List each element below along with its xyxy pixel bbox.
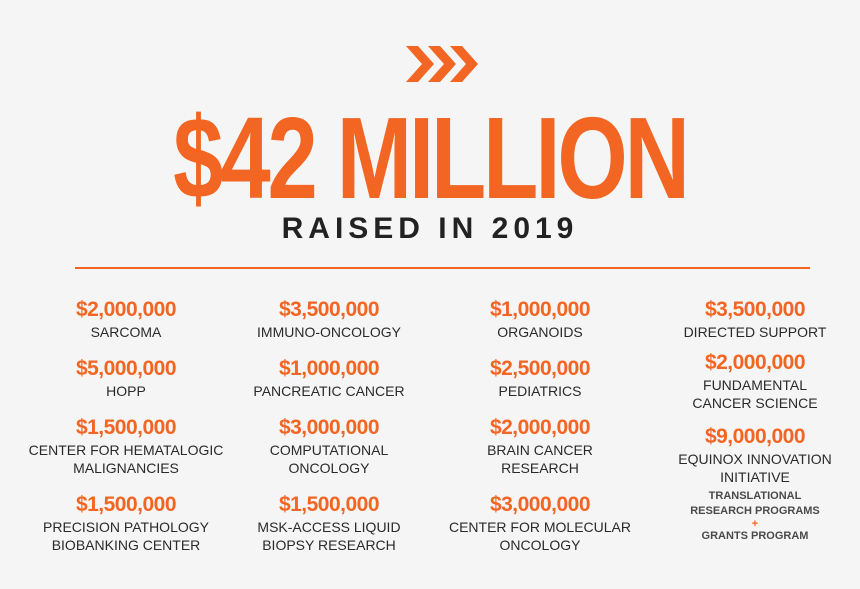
item-computational-oncology: $3,000,000 COMPUTATIONAL ONCOLOGY [219,416,439,477]
plus-sign: + [751,518,759,530]
item-label: ORGANOIDS [497,324,583,340]
item-brain-cancer: $2,000,000 BRAIN CANCER RESEARCH [430,416,650,477]
item-amount: $1,000,000 [278,357,380,380]
item-amount: $1,500,000 [75,416,177,439]
item-amount: $3,000,000 [489,493,591,516]
footnote-line: TRANSLATIONAL [708,490,802,502]
item-label: BIOBANKING CENTER [51,537,201,553]
chevron-arrows-icon [406,46,478,82]
item-amount: $2,000,000 [75,298,177,321]
item-sarcoma: $2,000,000 SARCOMA [16,298,236,341]
item-fundamental-science: $2,000,000 FUNDAMENTAL CANCER SCIENCE [645,351,860,412]
item-label: CENTER FOR MOLECULAR [448,519,632,535]
item-label: MALIGNANCIES [73,460,179,476]
subheadline: RAISED IN 2019 [281,212,579,245]
item-amount: $2,500,000 [489,357,591,380]
item-label: INITIATIVE [720,469,790,485]
item-amount: $1,000,000 [489,298,591,321]
item-label: DIRECTED SUPPORT [683,324,827,340]
item-label: IMMUNO-ONCOLOGY [257,324,401,340]
item-label: PRECISION PATHOLOGY [43,519,209,535]
item-amount: $1,500,000 [278,493,380,516]
item-label: MSK-ACCESS LIQUID [257,519,401,535]
item-label: RESEARCH [501,460,579,476]
footnote-line: RESEARCH PROGRAMS [690,505,820,517]
item-amount: $9,000,000 [704,425,806,448]
headline-amount: $42 MILLION [173,93,690,223]
item-hopp: $5,000,000 HOPP [16,357,236,400]
item-label: CANCER SCIENCE [692,395,818,411]
item-molecular-oncology: $3,000,000 CENTER FOR MOLECULAR ONCOLOGY [430,493,650,554]
item-amount: $3,500,000 [704,298,806,321]
item-label: ONCOLOGY [499,537,581,553]
item-immuno-oncology: $3,500,000 IMMUNO-ONCOLOGY [219,298,439,341]
item-msk-access: $1,500,000 MSK-ACCESS LIQUID BIOPSY RESE… [219,493,439,554]
item-pediatrics: $2,500,000 PEDIATRICS [430,357,650,400]
item-amount: $5,000,000 [75,357,177,380]
item-label: EQUINOX INNOVATION [678,451,832,467]
divider [75,267,810,269]
item-amount: $2,000,000 [704,351,806,374]
item-equinox: $9,000,000 EQUINOX INNOVATION INITIATIVE [645,425,860,486]
item-label: CENTER FOR HEMATALOGIC [28,442,224,458]
footnote-line: GRANTS PROGRAM [701,530,809,542]
item-label: BIOPSY RESEARCH [262,537,396,553]
item-directed-support: $3,500,000 DIRECTED SUPPORT [645,298,860,341]
item-amount: $2,000,000 [489,416,591,439]
item-organoids: $1,000,000 ORGANOIDS [430,298,650,341]
item-label: PANCREATIC CANCER [253,383,405,399]
item-amount: $3,500,000 [278,298,380,321]
item-hematologic: $1,500,000 CENTER FOR HEMATALOGIC MALIGN… [16,416,236,477]
item-precision-pathology: $1,500,000 PRECISION PATHOLOGY BIOBANKIN… [16,493,236,554]
item-pancreatic-cancer: $1,000,000 PANCREATIC CANCER [219,357,439,400]
item-label: FUNDAMENTAL [703,377,807,393]
item-label: COMPUTATIONAL [269,442,389,458]
item-label: ONCOLOGY [288,460,370,476]
item-label: HOPP [106,383,146,399]
item-label: PEDIATRICS [498,383,582,399]
footnote-programs: TRANSLATIONAL RESEARCH PROGRAMS + GRANTS… [645,489,860,544]
item-label: SARCOMA [90,324,162,340]
item-label: BRAIN CANCER [487,442,593,458]
item-amount: $3,000,000 [278,416,380,439]
item-amount: $1,500,000 [75,493,177,516]
